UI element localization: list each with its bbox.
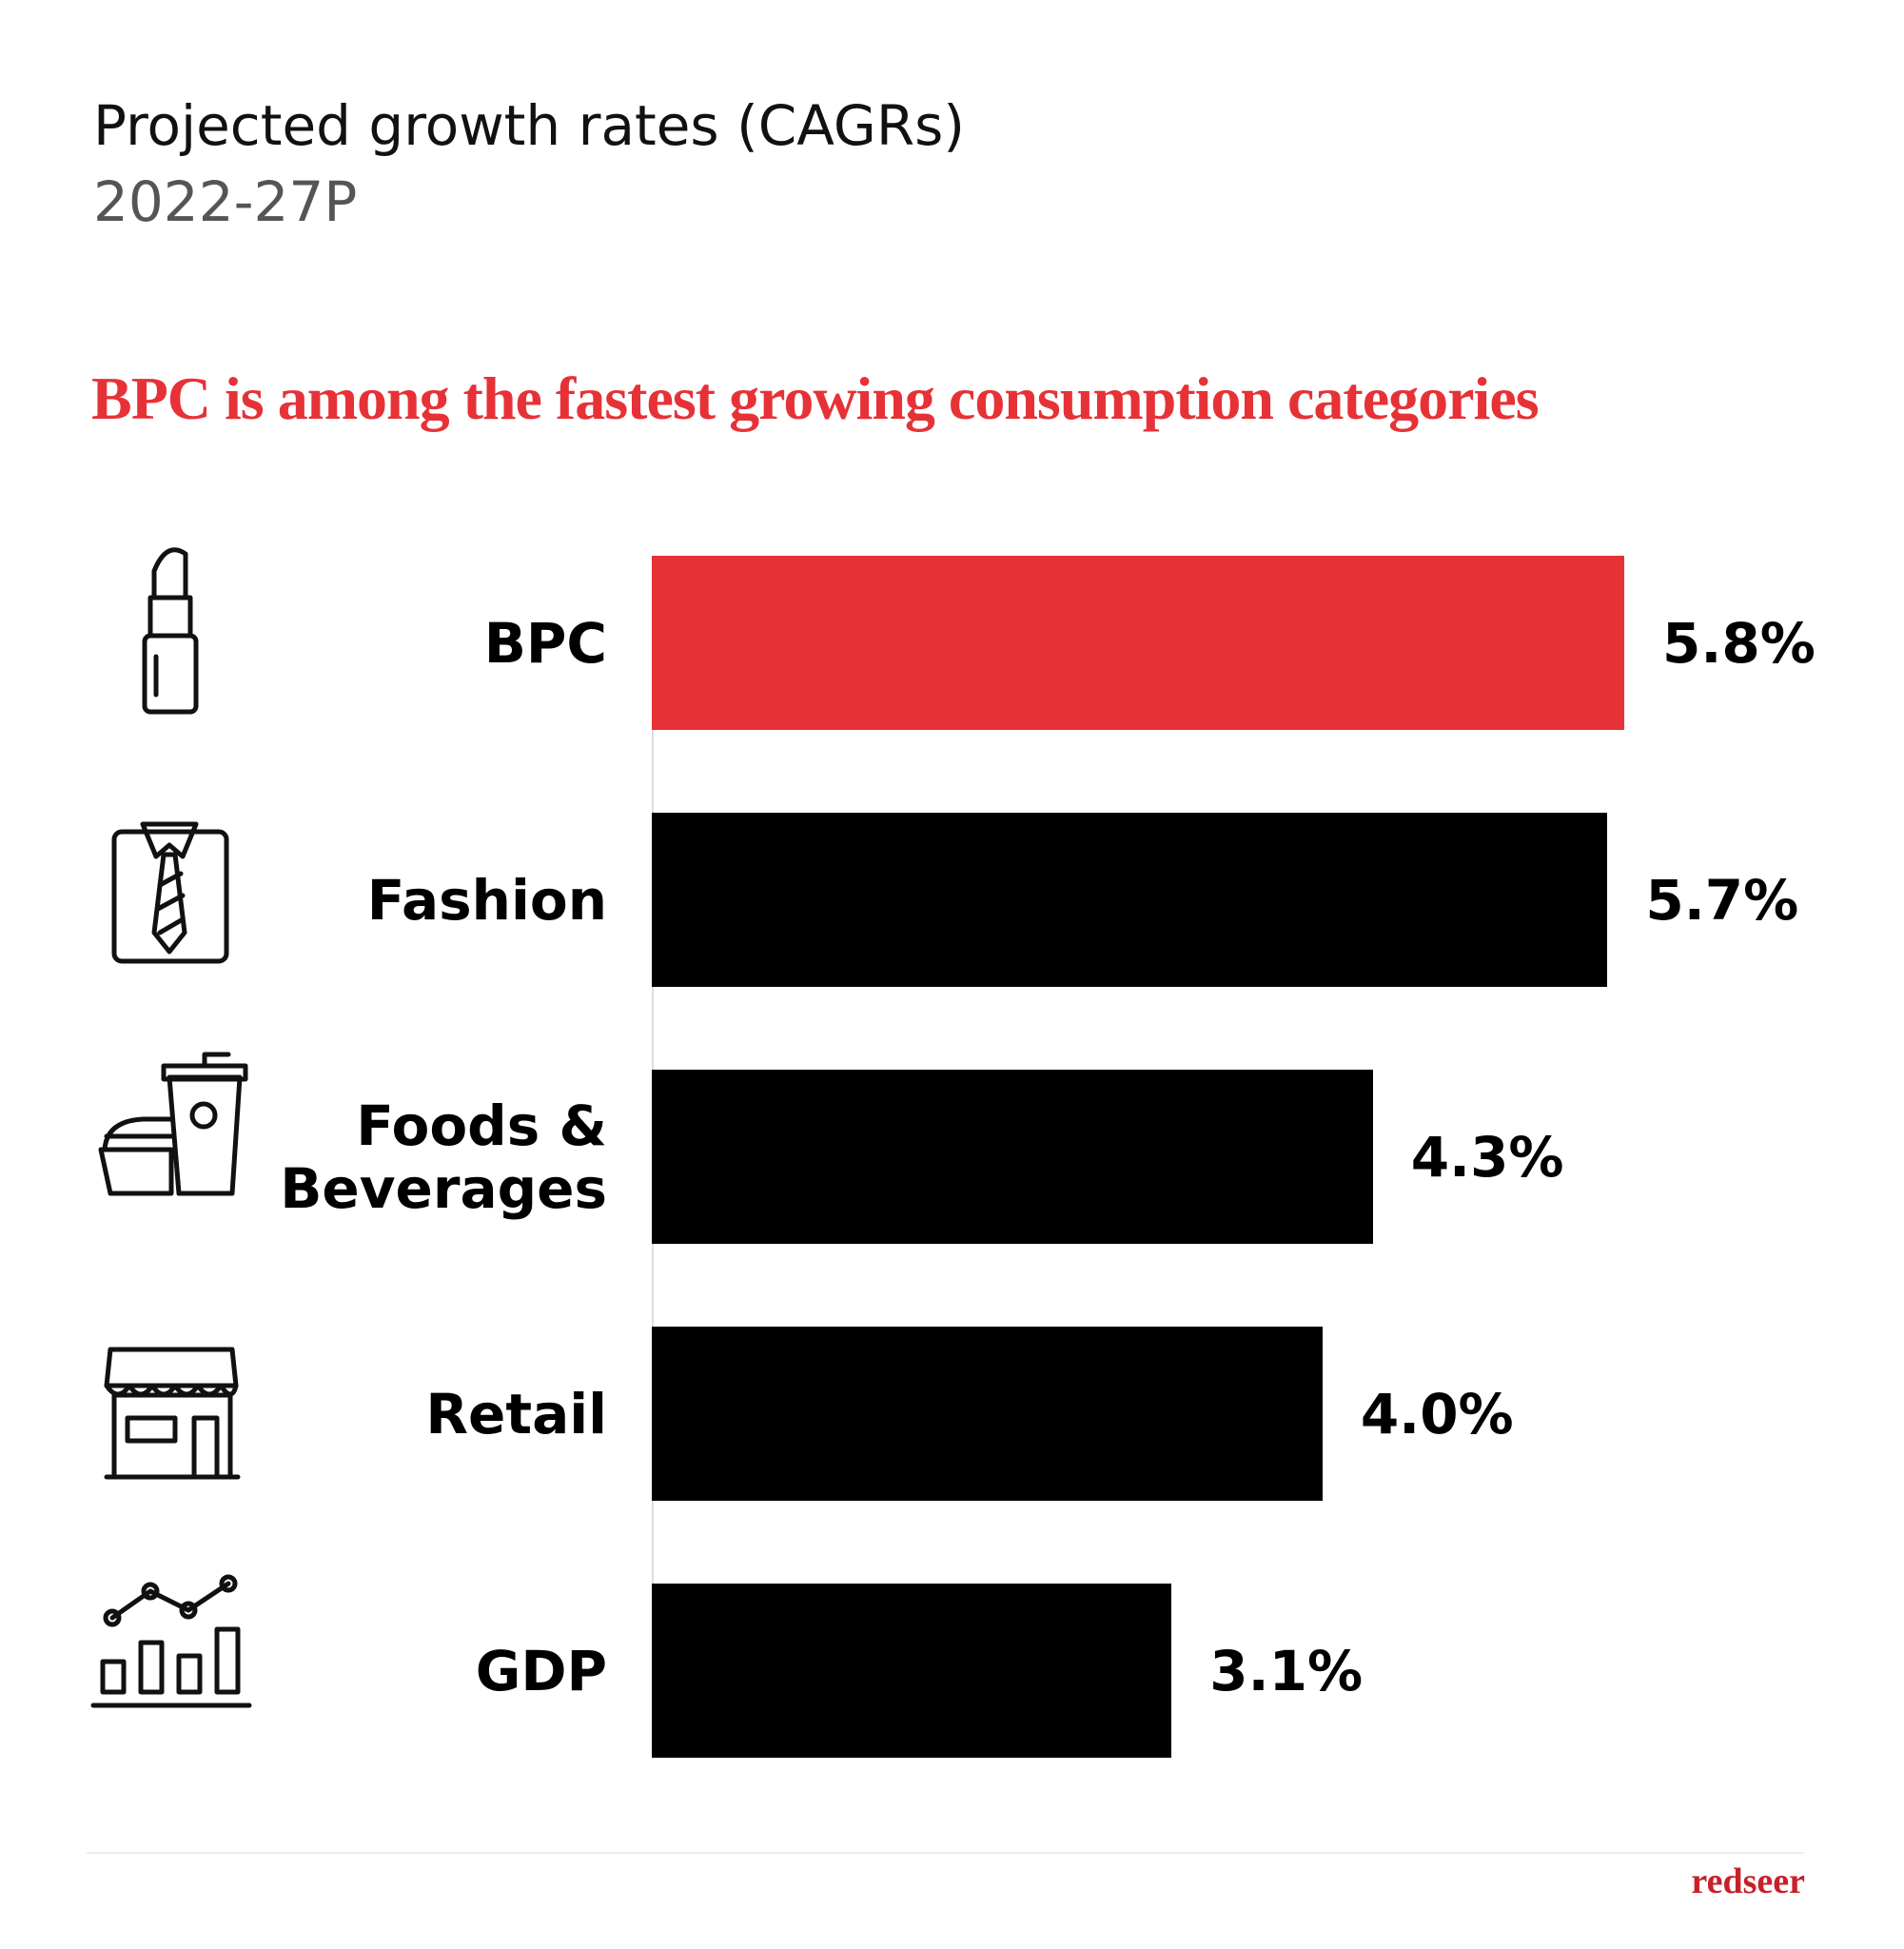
chart-subtitle: 2022-27P bbox=[93, 169, 358, 234]
value-label: 5.7% bbox=[1645, 867, 1799, 933]
source-logo: redseer bbox=[1691, 1861, 1805, 1901]
lipstick-icon bbox=[142, 547, 199, 715]
category-label: BPC bbox=[483, 610, 607, 676]
headline: BPC is among the fastest growing consump… bbox=[91, 364, 1540, 432]
gdp-icon bbox=[90, 1574, 252, 1708]
category-label: Retail bbox=[425, 1381, 607, 1447]
bar bbox=[652, 813, 1608, 987]
value-label: 4.0% bbox=[1360, 1381, 1514, 1447]
food-icon bbox=[98, 1052, 248, 1196]
shirt-icon bbox=[111, 821, 229, 964]
category-label: GDP bbox=[475, 1638, 607, 1703]
bar bbox=[652, 556, 1624, 730]
value-label: 5.8% bbox=[1662, 610, 1816, 676]
bar bbox=[652, 1327, 1323, 1501]
value-label: 3.1% bbox=[1209, 1638, 1364, 1703]
category-label: Fashion bbox=[366, 867, 607, 933]
chart-title: Projected growth rates (CAGRs) bbox=[93, 93, 965, 158]
bar bbox=[652, 1584, 1172, 1758]
bar bbox=[652, 1070, 1373, 1244]
divider bbox=[87, 1852, 1804, 1854]
category-label: Foods & Beverages bbox=[280, 1093, 607, 1221]
value-label: 4.3% bbox=[1410, 1124, 1564, 1190]
store-icon bbox=[104, 1347, 241, 1480]
